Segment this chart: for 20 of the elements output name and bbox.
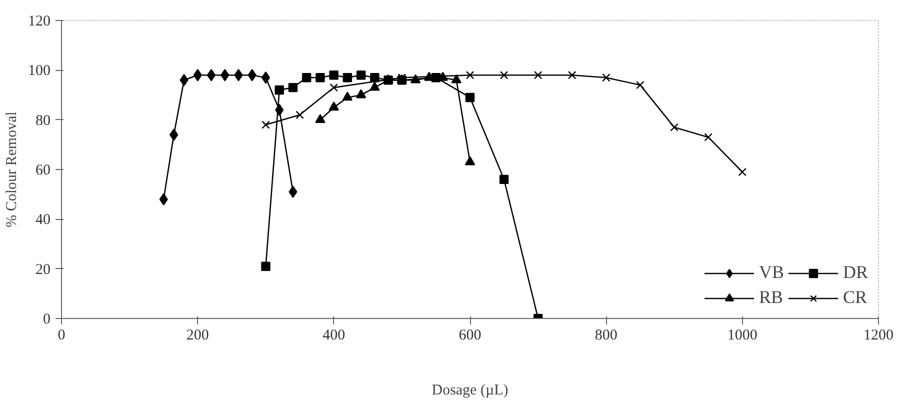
legend-label: VB xyxy=(758,262,784,283)
y-tick-label: 80 xyxy=(36,112,50,129)
y-tick-label: 40 xyxy=(36,212,50,228)
x-tick-label: 600 xyxy=(458,328,482,344)
y-tick-label: 20 xyxy=(36,262,50,278)
y-tick-label: 60 xyxy=(36,162,50,178)
x-tick-label: 0 xyxy=(58,328,66,344)
y-tick-label: 120 xyxy=(28,14,50,30)
x-tick-label: 1200 xyxy=(864,328,894,344)
legend-label: DR xyxy=(842,262,868,283)
legend-label: CR xyxy=(842,287,867,308)
legend-label: RB xyxy=(758,287,783,308)
x-axis-title: Dosage (µL) xyxy=(432,382,508,398)
x-tick-label: 200 xyxy=(186,328,209,344)
x-tick-label: 1000 xyxy=(727,328,758,344)
x-tick-label: 800 xyxy=(594,328,618,344)
x-tick-label: 400 xyxy=(322,328,346,344)
y-tick-label: 0 xyxy=(43,312,50,328)
y-axis-title: % Colour Removal xyxy=(4,112,20,228)
y-tick-label: 100 xyxy=(28,63,50,80)
